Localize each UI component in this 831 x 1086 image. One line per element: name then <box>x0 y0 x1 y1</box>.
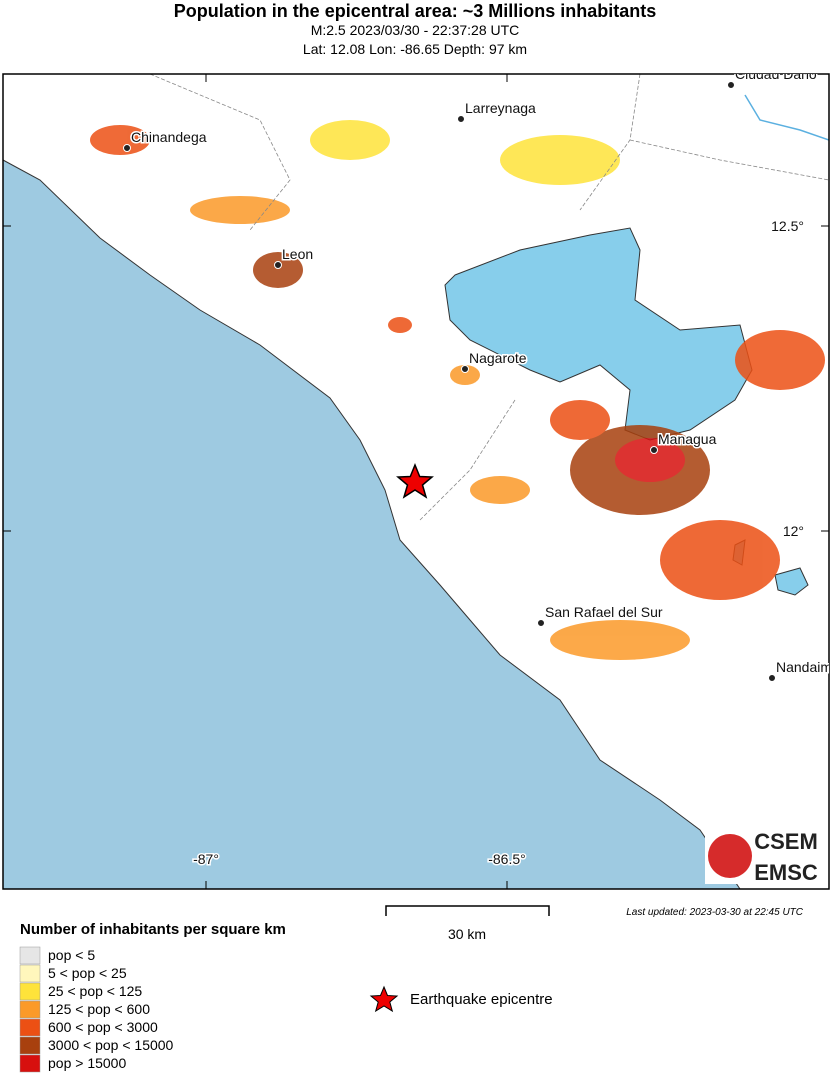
scale-bar <box>386 906 549 916</box>
epicentre-symbol <box>371 987 397 1011</box>
logo-text: EMSC <box>754 860 818 885</box>
last-updated: Last updated: 2023-03-30 at 22:45 UTC <box>626 907 804 918</box>
legend-swatch <box>20 947 40 964</box>
lat-tick-label: 12.5° <box>771 218 804 234</box>
logo-text: CSEM <box>754 829 818 854</box>
city-dot <box>651 447 658 454</box>
pop-area <box>550 620 690 660</box>
pop-area <box>735 330 825 390</box>
lon-tick-label: -87° <box>193 851 219 867</box>
pop-area <box>388 317 412 333</box>
city-label: Nagarote <box>469 350 527 366</box>
city-label: Larreynaga <box>465 100 536 116</box>
legend-swatch <box>20 1037 40 1054</box>
logo: CSEM EMSC <box>705 828 825 885</box>
legend-swatch <box>20 1019 40 1036</box>
legend-label: 600 < pop < 3000 <box>48 1019 158 1035</box>
city-label: Chinandega <box>131 129 207 145</box>
lat-tick-label: 12° <box>783 523 804 539</box>
lon-tick-label: -86.5° <box>488 851 526 867</box>
legend-swatch <box>20 983 40 1000</box>
pop-area <box>550 400 610 440</box>
map <box>3 74 829 889</box>
pop-area <box>190 196 290 224</box>
pop-area <box>310 120 390 160</box>
legend-label: pop < 5 <box>48 947 95 963</box>
legend-label: pop > 15000 <box>48 1055 126 1071</box>
pop-area <box>660 520 780 600</box>
logo-globe <box>708 834 752 878</box>
subtitle: M:2.5 2023/03/30 - 22:37:28 UTC <box>311 22 520 38</box>
legend-swatch <box>20 1001 40 1018</box>
city-label: San Rafael del Sur <box>545 604 663 620</box>
pop-area <box>500 135 620 185</box>
legend-swatch <box>20 965 40 982</box>
city-dot <box>728 82 735 89</box>
city-label: Leon <box>282 246 313 262</box>
legend-label: 5 < pop < 25 <box>48 965 127 981</box>
title: Population in the epicentral area: ~3 Mi… <box>174 1 657 21</box>
city-dot <box>462 366 469 373</box>
location: Lat: 12.08 Lon: -86.65 Depth: 97 km <box>303 41 527 57</box>
city-label: Ciudad Dario <box>735 66 817 82</box>
city-dot <box>538 620 545 627</box>
legend-label: 125 < pop < 600 <box>48 1001 150 1017</box>
legend-label: 3000 < pop < 15000 <box>48 1037 174 1053</box>
pop-area <box>470 476 530 504</box>
city-dot <box>275 262 282 269</box>
legend-label: 25 < pop < 125 <box>48 983 142 999</box>
city-dot <box>458 116 465 123</box>
city-dot <box>124 145 131 152</box>
city-label: Managua <box>658 431 717 447</box>
city-dot <box>769 675 776 682</box>
epicentre-label: Earthquake epicentre <box>410 991 553 1008</box>
legend: pop < 5 5 < pop < 25 25 < pop < 125 125 < p… <box>20 947 174 1072</box>
city-label: Nandaime <box>776 659 831 675</box>
legend-swatch <box>20 1055 40 1072</box>
scale-label: 30 km <box>448 926 486 942</box>
legend-title: Number of inhabitants per square km <box>20 921 286 938</box>
